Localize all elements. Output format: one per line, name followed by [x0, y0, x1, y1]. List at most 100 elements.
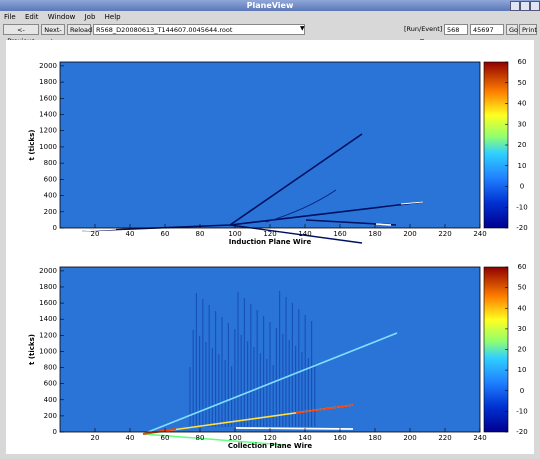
y-tick-label: 1200 — [39, 127, 57, 135]
y-tick-label: 800 — [44, 159, 57, 167]
x-tick-label: 220 — [438, 230, 451, 238]
colorbar-tick-label: 30 — [518, 325, 527, 333]
next-button[interactable]: Next-> — [41, 24, 65, 45]
colorbar-tick-label: 0 — [520, 387, 524, 395]
colorbar-tick-label: -20 — [516, 428, 527, 436]
x-tick-label: 80 — [196, 230, 205, 238]
colorbar-tick-label: -10 — [516, 407, 527, 415]
y-tick-label: 1000 — [39, 143, 57, 151]
close-button[interactable] — [530, 1, 540, 11]
track — [229, 201, 424, 226]
x-axis-label: Induction Plane Wire — [229, 238, 312, 246]
go-button[interactable]: Go — [506, 24, 518, 35]
y-tick-label: 800 — [44, 364, 57, 372]
y-tick-label: 1000 — [39, 347, 57, 355]
track — [375, 223, 392, 226]
y-tick-label: 600 — [44, 175, 57, 183]
colorbar-tick-label: 30 — [518, 120, 527, 128]
title-bar: PlaneView — [0, 0, 540, 11]
colorbar-tick-label: 20 — [518, 141, 527, 149]
dropdown-arrow[interactable]: ▼ — [300, 25, 305, 32]
x-tick-label: 140 — [298, 230, 311, 238]
menu-item[interactable]: Help — [104, 13, 121, 21]
print-button[interactable]: Print — [519, 24, 537, 35]
x-tick-label: 60 — [161, 230, 170, 238]
y-tick-label: 1800 — [39, 283, 57, 291]
y-tick-label: 2000 — [39, 62, 57, 70]
run-input[interactable]: 568 — [444, 24, 468, 35]
menu-item[interactable]: Edit — [24, 13, 39, 21]
colorbar-tick-label: 10 — [518, 366, 527, 374]
plot-canvas: 20 40 60 80 100 120 140 160 180 200 220 24002004006… — [6, 40, 534, 454]
x-tick-label: 200 — [403, 230, 416, 238]
y-tick-label: 1200 — [39, 331, 57, 339]
track — [295, 404, 354, 414]
x-tick-label: 120 — [263, 230, 276, 238]
y-tick-label: 200 — [44, 208, 57, 216]
colorbar-tick-label: -20 — [516, 224, 527, 232]
event-input[interactable]: 45697 — [470, 24, 504, 35]
x-tick-label: 200 — [403, 434, 416, 442]
colorbar-tick-label: 20 — [518, 346, 527, 354]
track — [142, 332, 398, 435]
track — [265, 189, 337, 223]
y-tick-label: 1400 — [39, 315, 57, 323]
x-tick-label: 80 — [196, 434, 205, 442]
colorbar — [483, 266, 509, 433]
colorbar-tick-label: 10 — [518, 162, 527, 170]
y-tick-label: 600 — [44, 380, 57, 388]
x-tick-label: 120 — [263, 434, 276, 442]
colorbar-tick-label: 60 — [518, 263, 527, 271]
y-tick-label: 0 — [53, 428, 57, 436]
reload-button[interactable]: Reload — [67, 24, 92, 35]
x-tick-label: 180 — [368, 434, 381, 442]
y-tick-label: 200 — [44, 412, 57, 420]
x-tick-label: 160 — [333, 434, 346, 442]
track — [235, 427, 354, 430]
x-tick-label: 20 — [91, 230, 100, 238]
menu-item[interactable]: Window — [47, 13, 76, 21]
minimize-button[interactable] — [510, 1, 520, 11]
x-tick-label: 160 — [333, 230, 346, 238]
previous-button[interactable]: <-Previous — [3, 24, 39, 45]
x-tick-label: 240 — [473, 230, 486, 238]
track — [81, 228, 117, 232]
menu-item[interactable]: Job — [84, 13, 96, 21]
x-tick-label: 40 — [126, 434, 135, 442]
x-tick-label: 180 — [368, 230, 381, 238]
maximize-button[interactable] — [520, 1, 530, 11]
heatmap-background — [60, 62, 480, 228]
x-tick-label: 60 — [161, 434, 170, 442]
file-selector[interactable]: R568_D20080613_T144607.0045644.root — [93, 24, 305, 35]
y-tick-label: 2000 — [39, 267, 57, 275]
x-tick-label: 100 — [228, 434, 241, 442]
colorbar — [483, 61, 509, 229]
colorbar-tick-label: 40 — [518, 100, 527, 108]
track — [142, 428, 177, 435]
run-event-label: [Run/Event] = — [404, 25, 443, 44]
colorbar-tick-label: 50 — [518, 284, 527, 292]
track — [142, 433, 287, 446]
x-tick-label: 220 — [438, 434, 451, 442]
y-tick-label: 1600 — [39, 299, 57, 307]
colorbar-tick-label: -10 — [516, 203, 527, 211]
y-tick-label: 400 — [44, 192, 57, 200]
colorbar-tick-label: 40 — [518, 304, 527, 312]
x-tick-label: 40 — [126, 230, 135, 238]
colorbar-tick-label: 0 — [520, 183, 524, 191]
menu-item[interactable]: File — [4, 13, 16, 21]
y-axis-label: t (ticks) — [28, 334, 36, 365]
x-tick-label: 20 — [91, 434, 100, 442]
x-tick-label: 140 — [298, 434, 311, 442]
x-tick-label: 240 — [473, 434, 486, 442]
y-tick-label: 400 — [44, 396, 57, 404]
x-tick-label: 100 — [228, 230, 241, 238]
y-tick-label: 1400 — [39, 111, 57, 119]
colorbar-tick-label: 50 — [518, 79, 527, 87]
menu-bar: File Edit Window Job Help — [0, 12, 124, 22]
window-title: PlaneView — [246, 1, 294, 10]
colorbar-tick-label: 60 — [518, 58, 527, 66]
track — [400, 201, 424, 205]
y-tick-label: 0 — [53, 224, 57, 232]
